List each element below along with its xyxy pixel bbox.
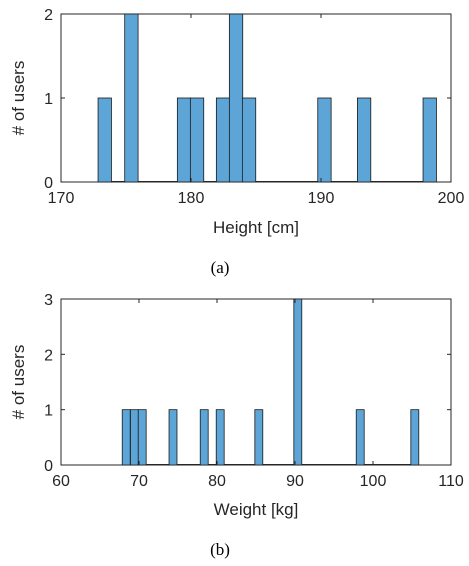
height-y-ticks: 0 1 2 [44, 7, 451, 192]
weight-y-tick-label: 1 [44, 403, 53, 420]
weight-y-tick-label: 2 [44, 347, 53, 364]
height-y-axis-label: # of users [9, 61, 28, 136]
height-bar-0 [97, 97, 112, 183]
height-bar-1 [124, 13, 139, 183]
height-x-tick-label: 180 [178, 190, 205, 207]
height-x-tick-label: 170 [48, 190, 75, 207]
height-bar-5 [228, 13, 244, 183]
weight-x-tick-label: 80 [208, 473, 226, 490]
weight-bar-1 [130, 409, 139, 466]
height-x-ticks: 170 180 190 200 [48, 14, 465, 207]
height-x-axis-label: Height [cm] [213, 218, 299, 237]
height-bar-3 [189, 97, 205, 183]
weight-bar-7 [293, 298, 303, 466]
weight-y-tick-label: 0 [44, 458, 53, 475]
weight-x-tick-label: 70 [130, 473, 148, 490]
weight-y-axis-label: # of users [9, 345, 28, 420]
weight-bars [121, 298, 420, 466]
height-caption: (a) [211, 258, 230, 277]
weight-bar-2 [137, 409, 147, 466]
weight-bar-0 [121, 409, 131, 466]
weight-y-ticks: 0 1 2 3 [44, 292, 451, 475]
height-x-tick-label: 200 [438, 190, 465, 207]
weight-bar-9 [410, 409, 420, 466]
weight-bar-8 [355, 409, 365, 466]
height-bar-7 [317, 97, 332, 183]
height-bars [97, 13, 437, 183]
weight-x-ticks: 60 70 80 90 100 110 [52, 299, 464, 490]
height-y-tick-label: 2 [44, 7, 53, 24]
weight-bar-4 [199, 409, 209, 466]
height-bar-6 [241, 97, 257, 183]
height-y-tick-label: 0 [44, 175, 53, 192]
weight-x-axis-label: Weight [kg] [214, 500, 299, 519]
weight-y-tick-label: 3 [44, 292, 53, 309]
weight-bar-5 [215, 409, 225, 466]
height-histogram: 170 180 190 200 012 Height [cm] # of users … [9, 7, 464, 277]
height-x-tick-label: 190 [308, 190, 335, 207]
weight-x-tick-label: 60 [52, 473, 70, 490]
height-y-tick-label: 1 [44, 91, 53, 108]
weight-bar-6 [254, 409, 264, 466]
weight-bar-3 [168, 409, 178, 466]
height-bar-8 [356, 97, 372, 183]
weight-x-tick-label: 110 [438, 473, 464, 490]
height-bar-2 [176, 97, 192, 183]
weight-caption: (b) [210, 540, 230, 559]
height-bar-4 [215, 97, 231, 183]
weight-x-tick-label: 90 [286, 473, 304, 490]
weight-histogram: 60 70 80 90 100 110 0 1 2 3 Weight [kg] # of use… [9, 292, 464, 559]
weight-x-tick-label: 100 [360, 473, 387, 490]
height-bar-9 [422, 97, 437, 183]
